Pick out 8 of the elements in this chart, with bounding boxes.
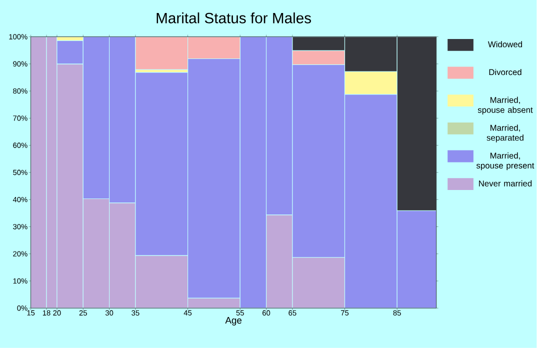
- legend-label: Widowed: [488, 41, 522, 48]
- chart-title: Marital Status for Males: [156, 12, 311, 24]
- legend-label: Married, spouse absent: [478, 96, 533, 115]
- x-axis-title: Age: [225, 317, 242, 326]
- legend-label: Never married: [479, 180, 532, 187]
- legend-label: Divorced: [489, 69, 522, 76]
- legend-label: Married, separated: [486, 124, 524, 142]
- legend-label: Married, spouse present: [476, 152, 534, 170]
